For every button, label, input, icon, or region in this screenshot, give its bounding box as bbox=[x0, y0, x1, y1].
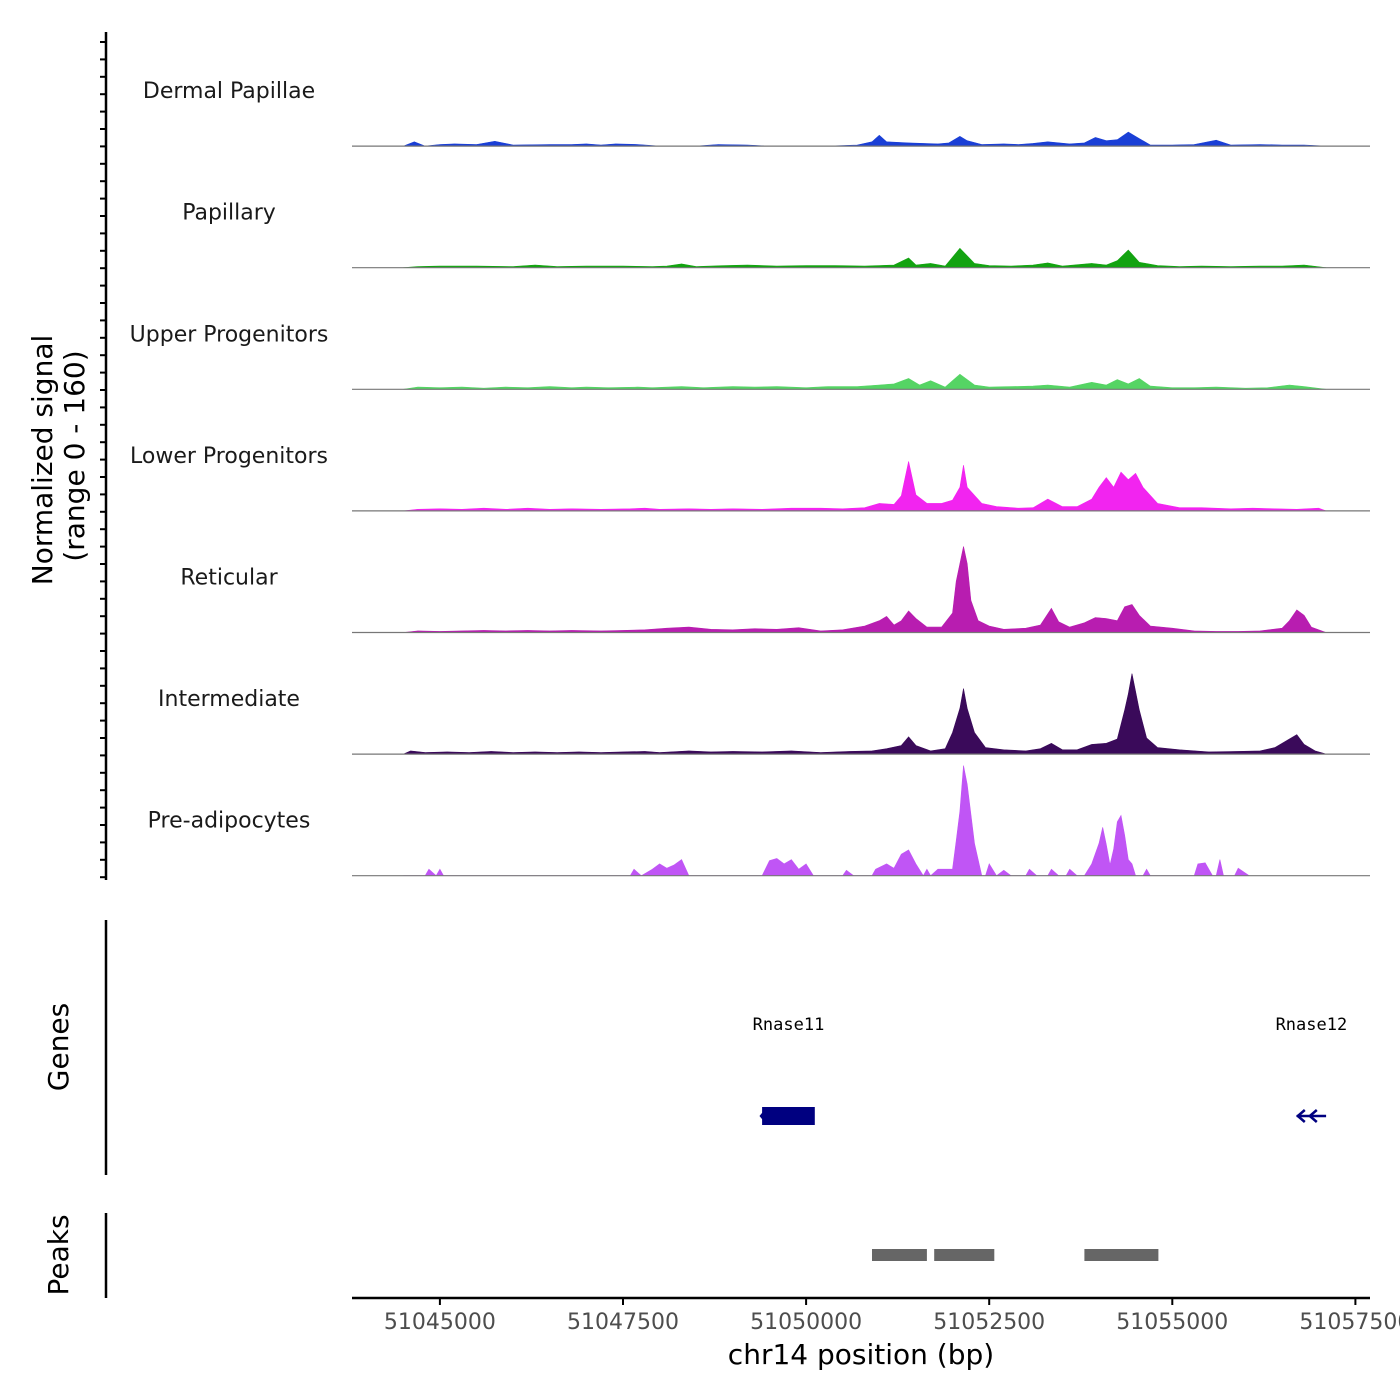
coverage-area bbox=[403, 546, 1327, 633]
track-label: Pre-adipocytes bbox=[148, 809, 311, 834]
peaks-y-axis-title: Peaks bbox=[42, 1214, 75, 1295]
coverage-area bbox=[403, 673, 1327, 755]
peak-interval bbox=[934, 1249, 995, 1261]
x-tick-label: 51047500 bbox=[567, 1310, 679, 1335]
x-tick-label: 51057500 bbox=[1299, 1310, 1400, 1335]
coverage-area bbox=[403, 373, 1327, 390]
coverage-area bbox=[403, 461, 1327, 512]
coverage-area bbox=[403, 247, 1327, 268]
coverage-area bbox=[403, 765, 1251, 877]
gene-exon bbox=[762, 1107, 815, 1125]
coverage-y-axis-ticks bbox=[100, 41, 106, 879]
gene-items: Rnase11 Rnase12 bbox=[753, 1015, 1348, 1125]
coverage-y-axis-title-line1: Normalized signal bbox=[26, 335, 59, 586]
x-tick-label: 51050000 bbox=[750, 1310, 862, 1335]
track-label: Upper Progenitors bbox=[130, 322, 329, 347]
genes-y-axis-title: Genes bbox=[42, 1003, 75, 1091]
coverage-panel: Normalized signal (range 0 - 160) Dermal… bbox=[26, 32, 1370, 880]
x-axis-ticks: 51045000 51047500 51050000 51052500 51055000… bbox=[384, 1298, 1400, 1335]
gene-strand-arrow bbox=[1307, 1109, 1318, 1123]
peak-items bbox=[872, 1249, 1159, 1261]
peaks-panel: Peaks bbox=[42, 1213, 1159, 1298]
track-label: Reticular bbox=[180, 566, 278, 591]
peak-interval bbox=[1084, 1249, 1159, 1261]
gene-strand-arrow bbox=[759, 1109, 768, 1123]
track-label: Lower Progenitors bbox=[130, 444, 328, 469]
x-axis-title: chr14 position (bp) bbox=[728, 1338, 994, 1371]
coverage-y-axis-title-line2: (range 0 - 160) bbox=[58, 350, 91, 561]
x-axis: 51045000 51047500 51050000 51052500 51055000… bbox=[352, 1296, 1400, 1371]
x-tick-label: 51055000 bbox=[1116, 1310, 1228, 1335]
peak-interval bbox=[872, 1249, 927, 1261]
x-tick-label: 51045000 bbox=[384, 1310, 496, 1335]
track-label: Papillary bbox=[182, 201, 276, 226]
genes-panel: Genes Rnase11 Rnase12 bbox=[42, 920, 1347, 1175]
track-label: Dermal Papillae bbox=[143, 79, 315, 104]
gene-label: Rnase11 bbox=[753, 1015, 825, 1035]
track-label: Intermediate bbox=[158, 687, 300, 712]
gene-label: Rnase12 bbox=[1276, 1015, 1348, 1035]
coverage-tracks: Dermal Papillae Papillary Upper Progenitor… bbox=[130, 79, 1370, 877]
coverage-area bbox=[403, 131, 1327, 147]
x-tick-label: 51052500 bbox=[933, 1310, 1045, 1335]
gene-strand-arrow bbox=[1295, 1109, 1306, 1123]
